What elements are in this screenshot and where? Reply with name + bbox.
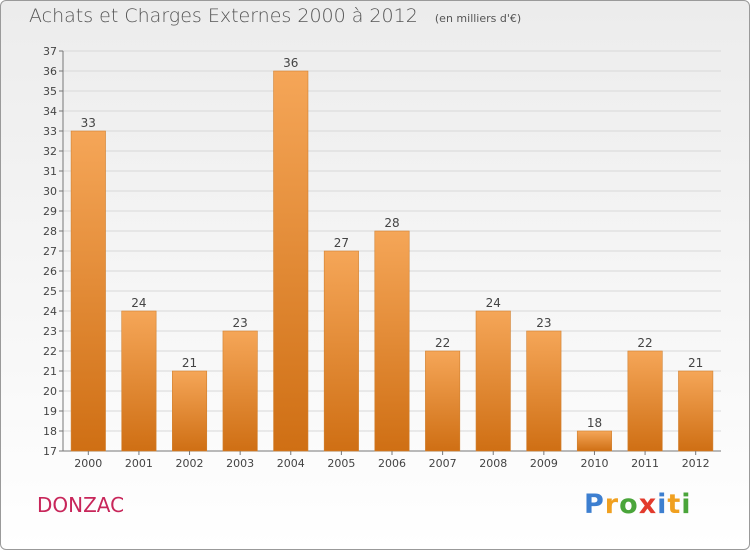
bar-value-label: 36	[283, 56, 298, 70]
proxiti-logo[interactable]: Proxiti	[584, 489, 692, 520]
y-tick-label: 23	[43, 325, 57, 338]
x-axis-ticks: 2000 2001 2002 2003 2004 2005 2006 2007 2008 2009…	[74, 451, 710, 470]
x-tick-label: 2004	[277, 457, 305, 470]
y-tick-label: 22	[43, 345, 57, 358]
bar-value-label: 24	[131, 296, 146, 310]
y-tick-label: 29	[43, 205, 57, 218]
x-tick-label: 2011	[631, 457, 659, 470]
y-tick-label: 20	[43, 385, 57, 398]
x-tick-label: 2009	[530, 457, 558, 470]
bars: 33 24 21 23 36 27 28 22 24 23 18 22 21	[70, 56, 714, 452]
bar-2008	[475, 310, 511, 452]
bar-2005	[323, 250, 359, 452]
x-tick-label: 2007	[429, 457, 457, 470]
y-tick-label: 26	[43, 265, 57, 278]
bar-2002	[172, 370, 208, 452]
y-tick-label: 19	[43, 405, 57, 418]
logo-letter: r	[604, 489, 620, 520]
y-tick-label: 28	[43, 225, 57, 238]
chart-title: Achats et Charges Externes 2000 à 2012	[29, 5, 418, 27]
bar-2006	[374, 230, 410, 452]
bar-value-label: 21	[182, 356, 197, 370]
y-tick-label: 18	[43, 425, 57, 438]
bar-2012	[678, 370, 714, 452]
bar-2007	[425, 350, 461, 452]
bar-value-label: 18	[587, 416, 602, 430]
bar-value-label: 28	[384, 216, 399, 230]
x-tick-label: 2002	[176, 457, 204, 470]
bar-value-label: 22	[435, 336, 450, 350]
bar-2000	[70, 130, 106, 452]
chart-unit-note: (en milliers d'€)	[434, 12, 522, 25]
location-name: DONZAC	[37, 493, 125, 517]
logo-letter: i	[657, 489, 668, 520]
bar-2011	[627, 350, 663, 452]
x-tick-label: 2006	[378, 457, 406, 470]
x-tick-label: 2005	[327, 457, 355, 470]
logo-letter: x	[638, 489, 658, 520]
bar-value-label: 21	[688, 356, 703, 370]
x-tick-label: 2003	[226, 457, 254, 470]
logo-letter: t	[667, 489, 682, 520]
logo-letter: i	[681, 489, 692, 520]
y-axis-ticks: 17 18 19 20 21 22 23 24 25 26 27 28 29 30 31 32 33 34 35 36…	[43, 45, 63, 458]
bar-2001	[121, 310, 157, 452]
y-tick-label: 35	[43, 85, 57, 98]
bar-value-label: 24	[486, 296, 501, 310]
y-tick-label: 33	[43, 125, 57, 138]
bar-value-label: 23	[233, 316, 248, 330]
chart-title-block: Achats et Charges Externes 2000 à 2012 (…	[29, 5, 521, 27]
bar-2004	[273, 70, 309, 452]
x-tick-label: 2010	[580, 457, 608, 470]
bar-value-label: 27	[334, 236, 349, 250]
y-tick-label: 24	[43, 305, 57, 318]
bar-2003	[222, 330, 258, 452]
x-tick-label: 2001	[125, 457, 153, 470]
x-tick-label: 2012	[682, 457, 710, 470]
bar-value-label: 33	[81, 116, 96, 130]
y-tick-label: 37	[43, 45, 57, 58]
logo-letter: P	[584, 489, 605, 520]
x-tick-label: 2008	[479, 457, 507, 470]
y-tick-label: 34	[43, 105, 57, 118]
y-tick-label: 32	[43, 145, 57, 158]
y-tick-label: 36	[43, 65, 57, 78]
y-tick-label: 31	[43, 165, 57, 178]
bar-2009	[526, 330, 562, 452]
y-tick-label: 27	[43, 245, 57, 258]
bar-2010	[576, 430, 612, 452]
bar-value-label: 22	[637, 336, 652, 350]
x-tick-label: 2000	[74, 457, 102, 470]
y-tick-label: 30	[43, 185, 57, 198]
y-tick-label: 21	[43, 365, 57, 378]
y-tick-label: 17	[43, 445, 57, 458]
bar-value-label: 23	[536, 316, 551, 330]
y-tick-label: 25	[43, 285, 57, 298]
logo-letter: o	[619, 489, 639, 520]
